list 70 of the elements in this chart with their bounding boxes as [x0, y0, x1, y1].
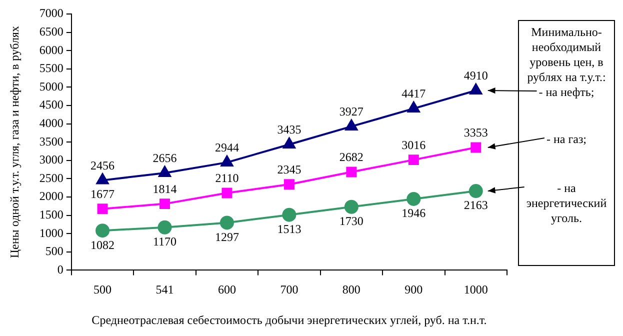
point — [96, 224, 110, 238]
y-tick-label: 6000 — [39, 42, 64, 57]
x-tick-label: 541 — [156, 282, 174, 297]
data-label: 1730 — [339, 214, 364, 228]
y-tick-label: 6500 — [39, 24, 64, 38]
point — [284, 179, 294, 190]
y-tick-label: 3500 — [39, 134, 64, 148]
point — [283, 137, 296, 148]
data-label: 3435 — [277, 122, 302, 137]
y-tick-label: 5000 — [39, 79, 64, 94]
data-label: 1082 — [90, 238, 115, 252]
point — [158, 220, 172, 234]
y-tick-label: 4000 — [39, 116, 64, 130]
y-tick-label: 500 — [45, 244, 64, 258]
y-tick-label: 2500 — [39, 170, 64, 185]
point — [470, 142, 482, 153]
x-tick-label: 500 — [94, 282, 112, 297]
legend-title: Минимально-необходимый уровень цен, в рублях на т.у.т.: — [526, 25, 607, 85]
data-label: 4910 — [464, 68, 488, 83]
point — [468, 184, 483, 198]
point — [222, 188, 232, 198]
data-label: 3927 — [339, 104, 364, 119]
y-axis-title: Цены одной т.у.т. угля, газа и нефти, в рублях — [7, 26, 22, 258]
x-tick-label: 700 — [280, 282, 298, 297]
x-axis-title: Среднеотраслевая себестоимость добычи энергетических углей, руб. на т.н.т. — [92, 312, 487, 327]
data-label: 1297 — [214, 230, 239, 244]
point — [158, 166, 171, 177]
point — [345, 119, 358, 130]
y-tick-label: 5500 — [39, 61, 64, 76]
point — [220, 216, 234, 230]
point — [346, 166, 357, 178]
data-label: 1170 — [152, 234, 177, 249]
data-label: 2682 — [339, 150, 364, 164]
point — [408, 154, 419, 166]
point — [344, 200, 358, 214]
data-label: 4417 — [402, 86, 426, 101]
point — [470, 83, 482, 94]
text: - на нефть; — [538, 85, 594, 99]
data-label: 1946 — [402, 206, 426, 220]
point — [220, 155, 234, 166]
data-label: 1677 — [90, 186, 115, 201]
y-tick-label: 4500 — [39, 98, 64, 112]
point — [97, 204, 108, 214]
data-label: 2345 — [277, 162, 302, 177]
y-tick-label: 1500 — [39, 207, 64, 222]
data-label: 2944 — [214, 140, 239, 155]
point — [407, 102, 420, 113]
y-tick-label: 7000 — [39, 6, 64, 20]
data-label: 1513 — [277, 222, 302, 236]
point — [406, 192, 421, 206]
y-tick-label: 3000 — [39, 152, 64, 167]
text: - на энергетический уголь. — [526, 181, 607, 225]
data-label: 2456 — [90, 158, 115, 172]
x-tick-label: 800 — [342, 282, 360, 297]
y-tick-label: 1000 — [39, 226, 64, 240]
point — [282, 208, 296, 222]
data-label: 2656 — [152, 151, 177, 166]
data-label: 2110 — [215, 171, 239, 186]
x-tick-label: 1000 — [464, 282, 488, 297]
point — [160, 198, 170, 210]
data-label: 2163 — [464, 198, 488, 212]
x-tick-label: 600 — [218, 282, 236, 297]
data-label: 3016 — [402, 138, 426, 152]
x-tick-label: 900 — [404, 282, 423, 297]
text: - на газ; — [546, 132, 587, 146]
y-tick-label: 2000 — [39, 189, 64, 204]
data-label: 1814 — [152, 182, 177, 196]
data-label: 3353 — [464, 126, 488, 140]
y-tick-label: 0 — [57, 262, 64, 276]
point — [96, 173, 109, 184]
